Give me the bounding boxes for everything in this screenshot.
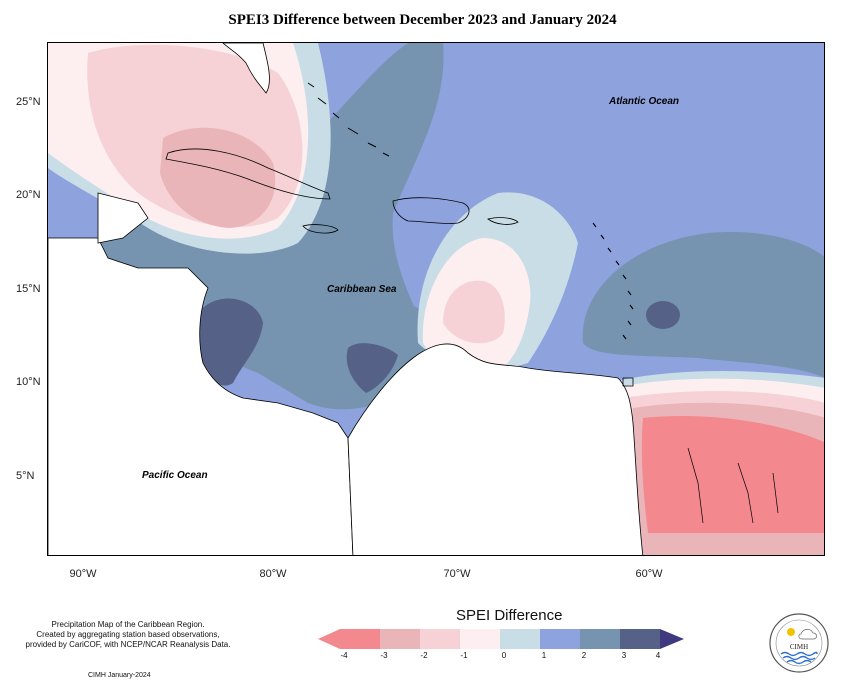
islands-lesser-antilles bbox=[592, 222, 634, 340]
legend-swatch-7 bbox=[580, 629, 620, 649]
legend-label-neg1: -1 bbox=[460, 651, 468, 660]
legend-swatch-8 bbox=[620, 629, 660, 649]
land-florida bbox=[222, 43, 270, 94]
island-puerto-rico bbox=[487, 217, 519, 225]
contour-2-3-east bbox=[582, 232, 824, 378]
legend-swatch-1 bbox=[340, 629, 380, 649]
legend-swatch-5 bbox=[500, 629, 540, 649]
notes-line-2: Created by aggregating station based obs… bbox=[36, 630, 220, 639]
map-panel bbox=[47, 42, 825, 556]
legend-arrow-right bbox=[660, 629, 684, 649]
legend-label-2: 2 bbox=[581, 651, 587, 660]
legend-swatch-4 bbox=[460, 629, 500, 649]
map-credit: CIMH January-2024 bbox=[88, 672, 151, 679]
lat-tick-25: 25°N bbox=[16, 96, 41, 108]
lon-tick-90w: 90°W bbox=[69, 568, 97, 580]
legend-label-1: 1 bbox=[541, 651, 547, 660]
legend-label-4: 4 bbox=[655, 651, 661, 660]
legend-colorbar bbox=[318, 629, 684, 649]
contour-3-4-colombia bbox=[346, 343, 398, 393]
islands-bahamas bbox=[307, 82, 390, 157]
legend-label-3: 3 bbox=[621, 651, 627, 660]
cimh-logo-icon: CIMH bbox=[769, 613, 829, 673]
lat-tick-5: 5°N bbox=[16, 470, 35, 482]
legend-label-neg3: -3 bbox=[380, 651, 388, 660]
label-pacific-ocean: Pacific Ocean bbox=[142, 470, 208, 481]
land-yucatan bbox=[97, 192, 149, 244]
notes-line-1: Precipitation Map of the Caribbean Regio… bbox=[51, 620, 205, 629]
legend-arrow-left bbox=[318, 629, 340, 649]
border-guianas bbox=[687, 447, 779, 524]
land-south-america bbox=[347, 343, 644, 555]
contour-neg4-neg3-guianas bbox=[641, 416, 824, 533]
label-atlantic-ocean: Atlantic Ocean bbox=[609, 96, 680, 107]
contour-neg3-neg2-cuba bbox=[160, 127, 276, 228]
lon-tick-60w: 60°W bbox=[635, 568, 663, 580]
legend-label-neg4: -4 bbox=[340, 651, 348, 660]
logo-text: CIMH bbox=[790, 643, 808, 651]
lat-tick-10: 10°N bbox=[16, 376, 41, 388]
legend-swatch-3 bbox=[420, 629, 460, 649]
spei-difference-map bbox=[48, 43, 824, 555]
contour-3-4-barbados bbox=[646, 301, 680, 329]
lat-tick-20: 20°N bbox=[16, 189, 41, 201]
legend-swatch-2 bbox=[380, 629, 420, 649]
legend-label-neg2: -2 bbox=[420, 651, 428, 660]
land-central-america bbox=[48, 237, 354, 555]
legend-swatch-6 bbox=[540, 629, 580, 649]
island-hispaniola bbox=[392, 197, 470, 224]
lat-tick-15: 15°N bbox=[16, 283, 41, 295]
island-cuba bbox=[165, 148, 331, 200]
map-notes: Precipitation Map of the Caribbean Regio… bbox=[8, 620, 248, 650]
lon-tick-70w: 70°W bbox=[443, 568, 471, 580]
legend-label-0: 0 bbox=[501, 651, 507, 660]
island-trinidad bbox=[622, 377, 634, 387]
island-jamaica bbox=[302, 224, 339, 234]
contour-3-4-honduras bbox=[198, 298, 263, 386]
notes-line-3: provided by CariCOF, with NCEP/NCAR Rean… bbox=[25, 640, 231, 649]
map-title: SPEI3 Difference between December 2023 a… bbox=[228, 12, 617, 28]
lon-tick-80w: 80°W bbox=[259, 568, 287, 580]
legend-title: SPEI Difference bbox=[456, 607, 563, 624]
label-caribbean-sea: Caribbean Sea bbox=[327, 284, 397, 295]
contour-neg2-neg1-venezuela bbox=[443, 280, 505, 344]
